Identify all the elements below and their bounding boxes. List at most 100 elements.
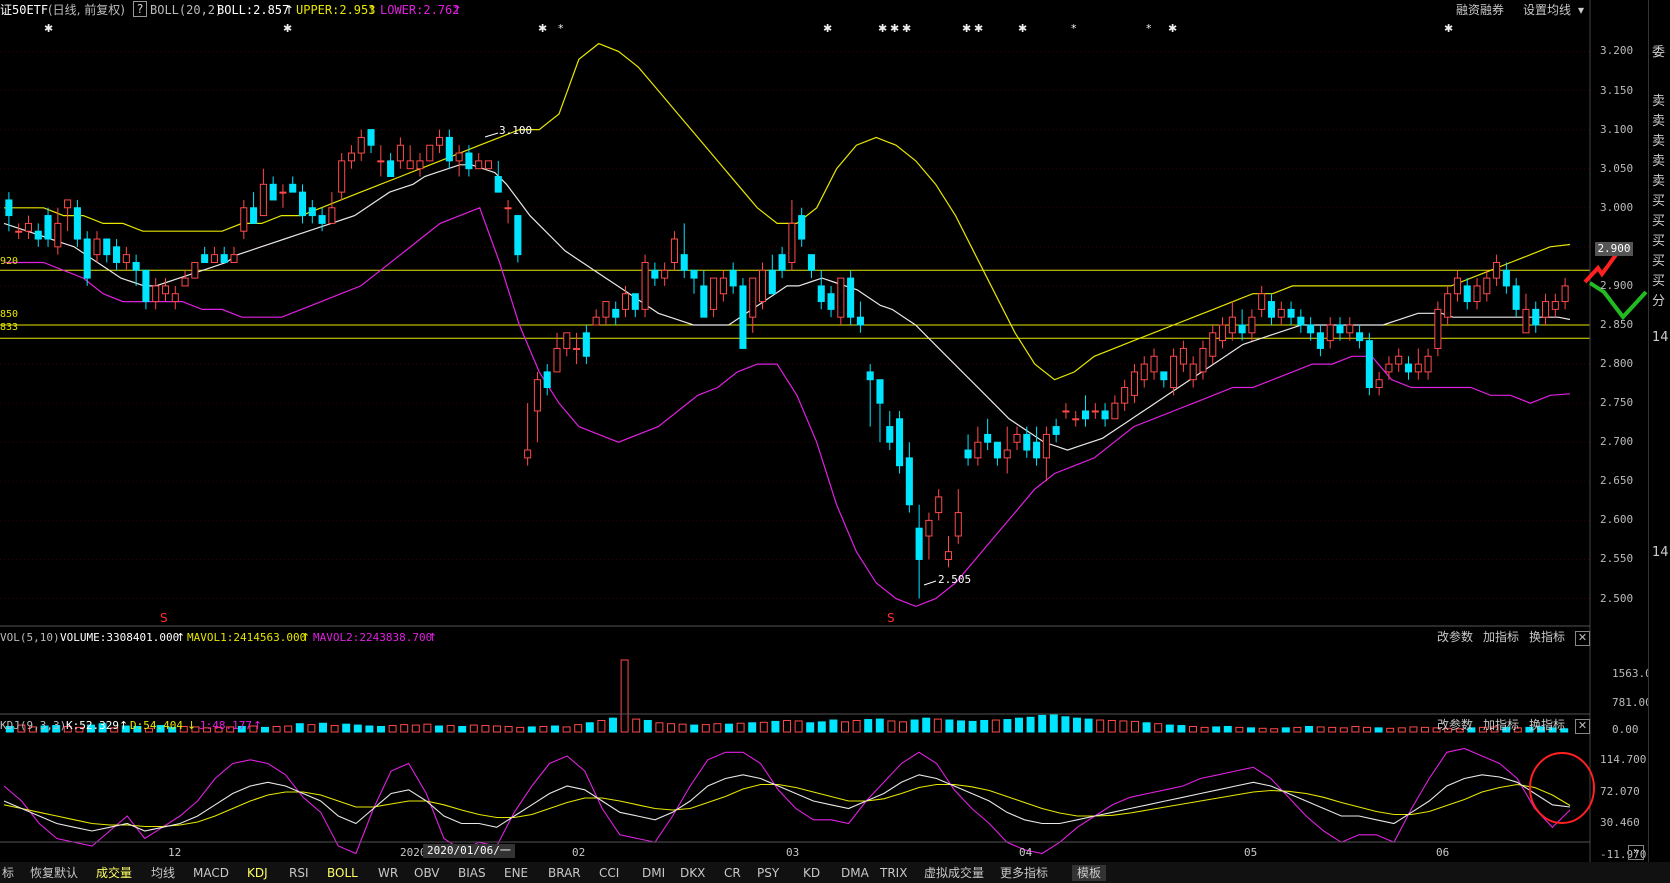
volume-bar <box>1560 728 1569 733</box>
up-arrow-icon: ↑ <box>284 3 295 17</box>
candle-up <box>1326 324 1334 342</box>
candle-down <box>445 136 453 162</box>
tab-15[interactable]: DKX <box>680 866 706 880</box>
volume-bar <box>1247 727 1255 733</box>
kdj-d-line <box>3 783 1571 828</box>
tab-8[interactable]: WR <box>378 866 399 880</box>
candle-up <box>1434 308 1442 349</box>
tab-5[interactable]: KDJ <box>247 866 268 880</box>
candle-up <box>1444 293 1452 318</box>
vol-add-indicator-button[interactable]: 加指标 <box>1483 630 1520 644</box>
volume-bar <box>435 725 443 733</box>
kdj-switch-indicator-button[interactable]: 换指标 <box>1529 718 1566 732</box>
candle-down <box>690 269 698 279</box>
volume-bar <box>620 659 629 733</box>
tab-1[interactable]: 恢复默认 <box>30 866 79 880</box>
kdj-close-icon[interactable]: ✕ <box>1575 719 1590 734</box>
tab-11[interactable]: ENE <box>504 866 529 880</box>
volume-bar <box>63 725 72 733</box>
ma-settings-button[interactable]: 设置均线 <box>1523 3 1572 17</box>
kdj-change-params-button[interactable]: 改参数 <box>1437 718 1474 732</box>
candle-up <box>64 199 72 209</box>
tab-18[interactable]: KD <box>803 866 821 880</box>
vol-switch-indicator-button[interactable]: 换指标 <box>1529 630 1566 644</box>
time-label-03: 03 <box>786 846 800 859</box>
tab-21[interactable]: 虚拟成交量 <box>924 866 985 880</box>
volume-bar <box>736 722 745 733</box>
candle-up <box>1551 301 1559 310</box>
candle-down <box>827 293 835 310</box>
margin-trading-button[interactable]: 融资融券 <box>1456 3 1505 17</box>
volume-bar <box>748 722 757 733</box>
tab-2[interactable]: 成交量 <box>96 866 133 880</box>
tab-10[interactable]: BIAS <box>458 866 486 880</box>
kdj-add-indicator-button[interactable]: 加指标 <box>1483 718 1520 732</box>
tab-7[interactable]: BOLL <box>327 866 358 880</box>
tab-14[interactable]: DMI <box>642 866 666 880</box>
candle-up <box>338 160 346 193</box>
volume-bar <box>1328 726 1337 733</box>
volume-bars <box>5 659 1569 733</box>
symbol-name: 证50ETF <box>0 3 49 17</box>
candle-up <box>210 254 218 263</box>
tab-9[interactable]: OBV <box>414 866 440 880</box>
volume-bar <box>1351 725 1360 733</box>
candle-up <box>1424 355 1432 373</box>
price-tick-label: 2.700 <box>1600 435 1634 449</box>
tab-12[interactable]: BRAR <box>548 866 581 880</box>
hline-label-833: 833 <box>0 322 19 333</box>
tab-6[interactable]: RSI <box>289 866 309 880</box>
volume-bar <box>226 726 235 733</box>
candle-up <box>1013 433 1021 443</box>
tab-20[interactable]: TRIX <box>880 866 908 880</box>
candle-down <box>1502 269 1510 287</box>
event-marker: * <box>558 22 564 35</box>
highlight-circle <box>1529 752 1595 824</box>
volume-bar <box>1200 726 1209 733</box>
price-tick-label: 2.800 <box>1600 357 1634 371</box>
candle-up <box>710 277 718 310</box>
sidebar-item: 买 <box>1652 194 1666 209</box>
tab-13[interactable]: CCI <box>599 866 620 880</box>
volume-bar <box>968 720 977 733</box>
candle-up <box>347 152 355 162</box>
kdj-lines <box>3 747 1571 855</box>
volume-bar <box>1223 725 1232 733</box>
volume-bar <box>562 726 571 733</box>
candle-up <box>1189 363 1197 381</box>
tab-0[interactable]: 标 <box>2 866 15 880</box>
candle-down <box>612 308 620 318</box>
help-button[interactable]: ? <box>133 1 147 17</box>
up-arrow-icon: ↑ <box>301 631 311 644</box>
candlestick-series[interactable] <box>5 129 1569 599</box>
scroll-right-icon[interactable]: » <box>1628 845 1644 860</box>
vol-close-icon[interactable]: ✕ <box>1575 631 1590 646</box>
volume-bar <box>1513 727 1522 733</box>
tab-3[interactable]: 均线 <box>151 866 176 880</box>
candle-down <box>1033 441 1041 459</box>
tab-16[interactable]: CR <box>724 866 741 880</box>
candle-down <box>729 269 737 287</box>
volume-bar <box>864 719 873 733</box>
candle-up <box>1228 316 1236 334</box>
candle-up <box>161 285 170 295</box>
price-tick-label: 2.600 <box>1600 513 1634 527</box>
tab-23[interactable]: 模板 <box>1072 865 1107 881</box>
tab-4[interactable]: MACD <box>193 866 229 880</box>
candle-up <box>1042 433 1050 459</box>
candle-up <box>563 332 571 349</box>
candle-down <box>631 293 639 310</box>
event-marker: ✱ <box>823 22 832 35</box>
candle-up <box>1483 277 1491 295</box>
event-marker: ✱ <box>1018 22 1027 35</box>
tab-17[interactable]: PSY <box>757 866 780 880</box>
volume-bar <box>551 725 559 733</box>
candle-down <box>103 238 111 256</box>
tab-19[interactable]: DMA <box>841 866 869 880</box>
tab-22[interactable]: 更多指标 <box>1000 866 1049 880</box>
chevron-down-icon[interactable]: ▾ <box>1578 3 1585 17</box>
vol-change-params-button[interactable]: 改参数 <box>1437 630 1474 644</box>
low-pointer <box>923 580 937 586</box>
candle-up <box>1199 347 1207 373</box>
